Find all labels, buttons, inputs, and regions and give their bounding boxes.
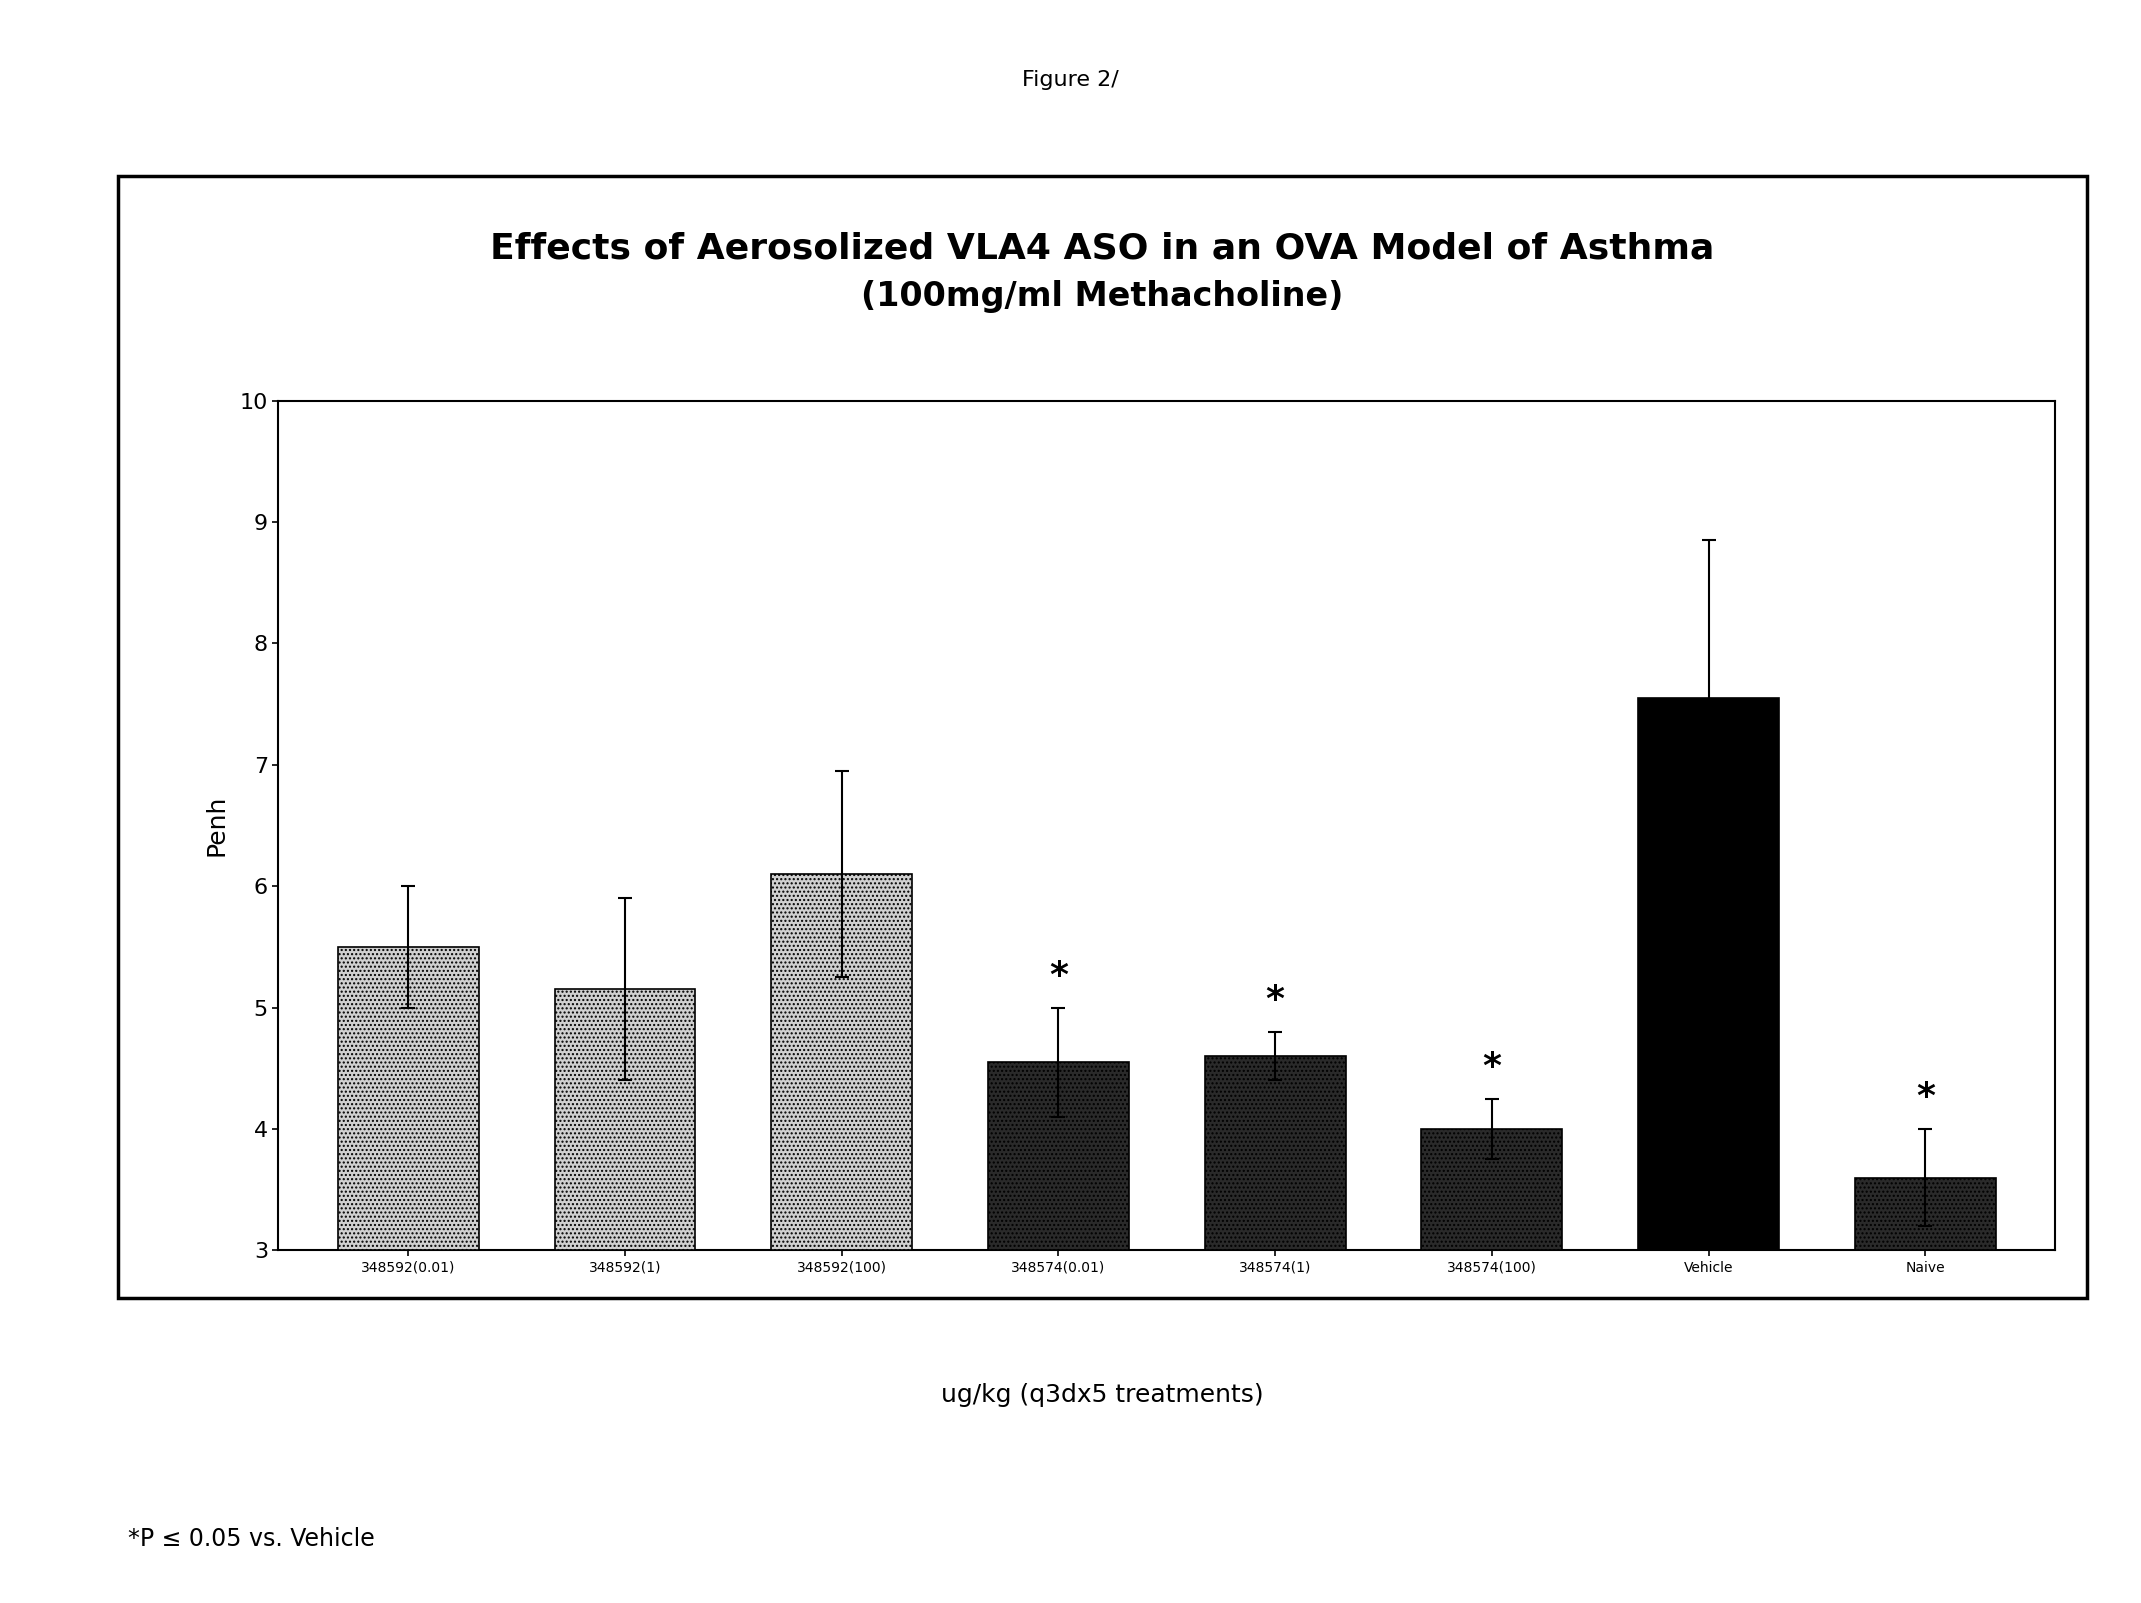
Text: Figure 2/: Figure 2/ [1021,71,1120,90]
Text: *: * [1482,1050,1501,1084]
Bar [1422,1129,1563,1250]
Text: *: * [1049,959,1068,992]
Text: (100mg/ml Methacholine): (100mg/ml Methacholine) [861,281,1345,313]
Bar [555,989,696,1250]
Text: ug/kg (q3dx5 treatments): ug/kg (q3dx5 treatments) [942,1383,1263,1406]
Y-axis label: Penh: Penh [203,795,229,856]
Text: Effects of Aerosolized VLA4 ASO in an OVA Model of Asthma: Effects of Aerosolized VLA4 ASO in an OV… [490,231,1715,266]
Bar [987,1063,1128,1250]
Bar [1205,1056,1347,1250]
Bar [1638,699,1779,1250]
Text: *: * [1916,1080,1935,1114]
Text: *: * [1265,983,1285,1018]
Bar [771,874,912,1250]
Bar [1854,1178,1995,1250]
Text: *P ≤ 0.05 vs. Vehicle: *P ≤ 0.05 vs. Vehicle [128,1528,375,1550]
Bar [338,947,480,1250]
